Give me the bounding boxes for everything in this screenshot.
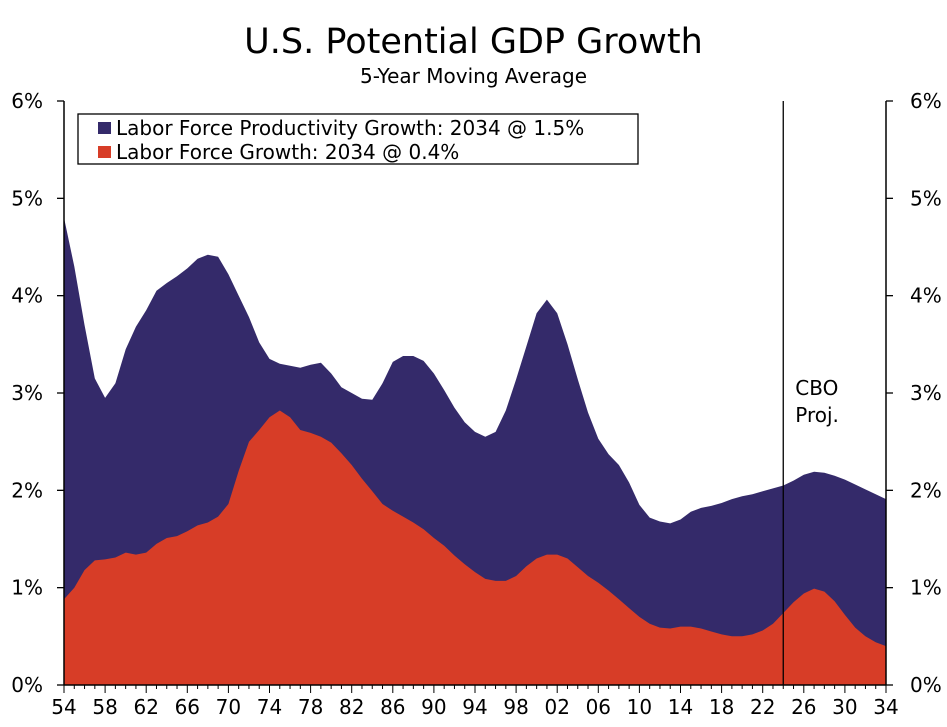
legend-swatch-2 — [98, 146, 111, 158]
y-tick-label-right: 5% — [910, 186, 942, 210]
projection-divider: CBO Proj. — [782, 101, 839, 685]
x-tick-label: 14 — [668, 695, 693, 719]
legend-label-1: Labor Force Productivity Growth: 2034 @ … — [116, 116, 584, 140]
y-tick-label-left: 0% — [11, 673, 43, 697]
x-tick-label: 94 — [462, 695, 487, 719]
x-tick-label: 22 — [750, 695, 775, 719]
series-area-2 — [64, 410, 886, 685]
x-tick-label: 66 — [175, 695, 200, 719]
y-tick-label-right: 0% — [910, 673, 942, 697]
legend-label-2: Labor Force Growth: 2034 @ 0.4% — [116, 140, 459, 164]
axes: 0% 0% 1% 1% 2% 2% 3% 3% 4% 4% 5% 5% 6% 6% 54 58 62 66 70 74… — [11, 89, 941, 719]
y-tick-label-right: 6% — [910, 89, 942, 113]
x-tick-label: 78 — [298, 695, 323, 719]
x-tick-label: 06 — [586, 695, 611, 719]
projection-label-line: Proj. — [795, 403, 839, 427]
projection-label: CBO Proj. — [795, 376, 839, 427]
x-tick-label: 70 — [216, 695, 241, 719]
x-tick-label: 90 — [421, 695, 446, 719]
y-tick-label-right: 2% — [910, 478, 942, 502]
series-areas — [64, 217, 886, 686]
x-tick-label: 58 — [92, 695, 117, 719]
x-tick-label: 82 — [339, 695, 364, 719]
x-tick-label: 30 — [832, 695, 857, 719]
chart-title: U.S. Potential GDP Growth — [244, 22, 703, 62]
x-tick-label: 26 — [791, 695, 816, 719]
y-tick-label-right: 4% — [910, 284, 942, 308]
legend: Labor Force Productivity Growth: 2034 @ … — [77, 113, 639, 165]
legend-box — [77, 113, 639, 165]
projection-label-line: CBO — [795, 376, 838, 400]
x-tick-label: 62 — [133, 695, 158, 719]
x-tick-label: 34 — [873, 695, 898, 719]
x-tick-label: 74 — [257, 695, 282, 719]
y-tick-label-right: 3% — [910, 381, 942, 405]
y-tick-label-right: 1% — [910, 576, 942, 600]
x-tick-label: 86 — [380, 695, 405, 719]
y-tick-label-left: 3% — [11, 381, 43, 405]
x-tick-label: 02 — [544, 695, 569, 719]
y-tick-label-left: 6% — [11, 89, 43, 113]
x-tick-label: 18 — [709, 695, 734, 719]
y-tick-label-left: 4% — [11, 284, 43, 308]
x-tick-label: 10 — [627, 695, 652, 719]
x-tick-label: 54 — [51, 695, 76, 719]
y-tick-label-left: 1% — [11, 576, 43, 600]
y-tick-label-left: 2% — [11, 478, 43, 502]
chart-subtitle: 5-Year Moving Average — [359, 64, 587, 88]
legend-swatch-1 — [98, 122, 111, 134]
x-tick-label: 98 — [503, 695, 528, 719]
y-tick-label-left: 5% — [11, 186, 43, 210]
